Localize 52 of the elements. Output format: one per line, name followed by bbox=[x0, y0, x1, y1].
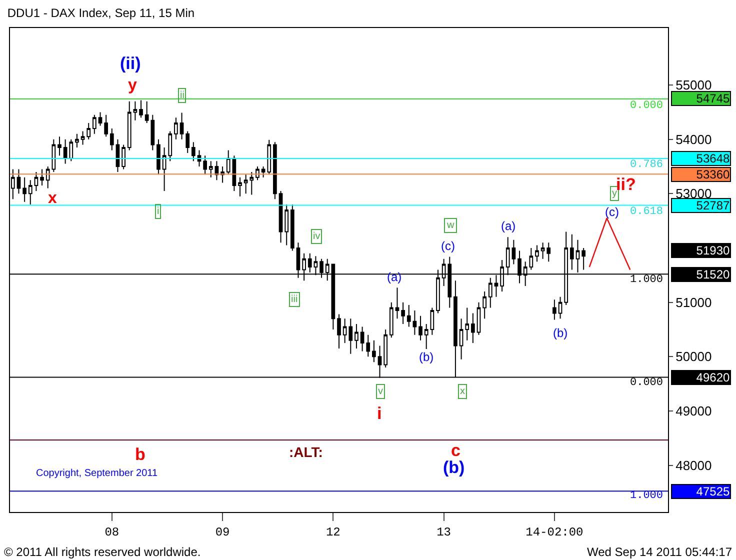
y-tick-label: 50000 bbox=[676, 349, 712, 364]
ref-line-label: 53360 bbox=[696, 168, 730, 182]
annotation: 1.000 bbox=[630, 274, 664, 286]
x-tick-label: 13 bbox=[436, 525, 452, 540]
annotation: i bbox=[377, 404, 382, 423]
annotation: (b) bbox=[553, 326, 568, 340]
annotation: (ii) bbox=[120, 54, 141, 73]
ref-line-label: 52787 bbox=[696, 198, 730, 212]
annotation: 0.000 bbox=[630, 377, 664, 389]
annotation: ii? bbox=[616, 175, 636, 194]
annotation: 0.000 bbox=[630, 100, 664, 112]
ref-line-label: 49620 bbox=[696, 370, 730, 384]
y-tick-label: 49000 bbox=[676, 404, 712, 419]
y-tick-label: 54000 bbox=[676, 132, 712, 147]
ref-line-label: 47525 bbox=[696, 484, 730, 498]
x-tick-label: 09 bbox=[215, 525, 230, 540]
annotation: 0.786 bbox=[630, 159, 664, 171]
ref-line-label: 54745 bbox=[696, 92, 730, 106]
y-tick-label: 51000 bbox=[676, 294, 712, 310]
annotation: i bbox=[157, 206, 160, 217]
annotation: v bbox=[378, 386, 383, 397]
annotation: x bbox=[48, 190, 57, 207]
annotation: iv bbox=[313, 231, 320, 242]
annotation: b bbox=[135, 445, 146, 464]
x-tick-label: 14-02:00 bbox=[526, 525, 584, 540]
annotation: (a) bbox=[387, 270, 402, 284]
annotation: (b) bbox=[443, 458, 465, 477]
y-tick-label: 53000 bbox=[676, 186, 712, 202]
text: Wed Sep 14 2011 05:44:17 bbox=[587, 545, 732, 559]
annotation: 0.618 bbox=[630, 206, 664, 218]
annotation: x bbox=[460, 386, 465, 397]
ref-line-label: 51520 bbox=[696, 268, 730, 282]
annotation: (c) bbox=[441, 239, 455, 253]
y-tick-label: 48000 bbox=[676, 458, 712, 473]
annotation: (c) bbox=[605, 205, 619, 219]
annotation: w bbox=[446, 220, 455, 231]
annotation: c bbox=[451, 441, 460, 460]
x-tick-label: 08 bbox=[104, 525, 120, 540]
annotation: Copyright, September 2011 bbox=[36, 468, 158, 479]
ref-line-label: 53648 bbox=[696, 152, 730, 166]
chart-title: DDU1 - DAX Index, Sep 11, 15 Min bbox=[7, 6, 195, 20]
annotation: :ALT: bbox=[289, 444, 323, 460]
annotation: (b) bbox=[419, 350, 434, 364]
annotation: y bbox=[612, 188, 617, 199]
text: © 2011 All rights reserved worldwide. bbox=[4, 545, 201, 559]
x-tick-label: 12 bbox=[326, 525, 340, 540]
annotation: y bbox=[128, 77, 137, 94]
text: 51930 bbox=[696, 244, 730, 258]
y-tick-label: 55000 bbox=[676, 78, 712, 93]
annotation: iii bbox=[291, 294, 298, 305]
annotation: ii bbox=[180, 90, 184, 101]
annotation: (a) bbox=[501, 219, 516, 233]
